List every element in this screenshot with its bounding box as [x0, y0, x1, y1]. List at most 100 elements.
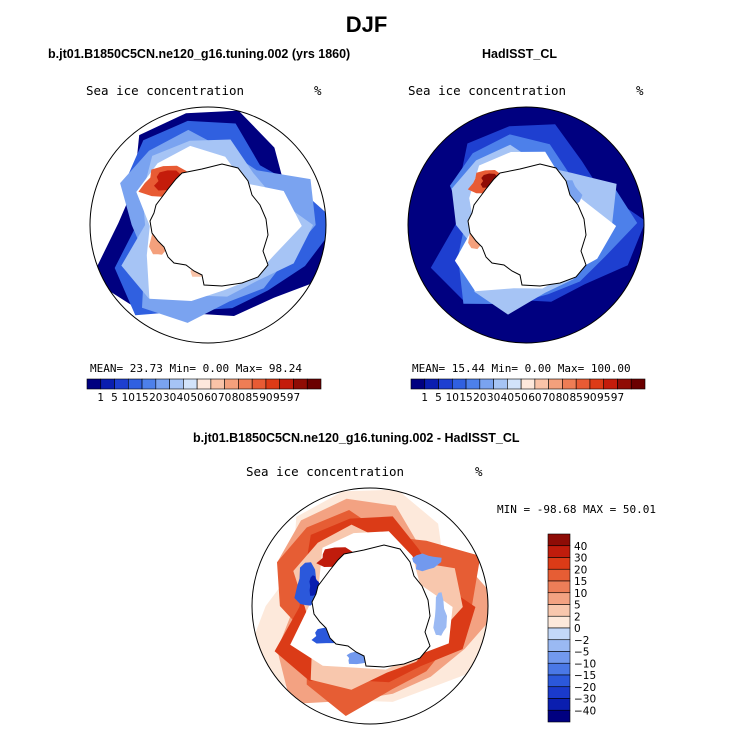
panel3-colorbar-tick-label: 5 [574, 600, 581, 612]
panel3-colorbar-tick-label: −15 [574, 670, 596, 682]
panel1-disc-border [89, 106, 327, 344]
panel2-colorbar-tick-label: 97 [611, 392, 624, 404]
panel3-contour-patch [433, 592, 447, 636]
panel1-colorbar-tick-label: 40 [177, 392, 190, 404]
panel2-colorbar-swatch [575, 378, 591, 390]
panel3-variable-label: Sea ice concentration [246, 464, 405, 479]
panel3-colorbar-tick-label: −10 [574, 658, 596, 670]
panel1-stats: MEAN= 23.73 Min= 0.00 Max= 98.24 [90, 362, 302, 375]
panel3-colorbar-tick-label: −20 [574, 682, 596, 694]
panel3-colorbar-tick-label: 0 [574, 623, 581, 635]
panel3-colorbar-swatch [547, 662, 571, 676]
panel2-colorbar-tick-label: 95 [597, 392, 610, 404]
panel2-colorbar-swatch [548, 378, 563, 390]
panel3-colorbar-swatch [547, 545, 571, 558]
panel3-contour-patch [412, 553, 442, 572]
panel1-colorbar-swatch [86, 378, 102, 390]
panel2-colorbar-tick-label: 60 [528, 392, 541, 404]
panel3-antarctica-outline [311, 544, 431, 668]
panel2-min-value: 0.00 [524, 362, 552, 375]
panel1-colorbar-tick-label: 20 [149, 392, 162, 404]
panel2-colorbar-swatch [630, 378, 646, 390]
panel1-title: b.jt01.B1850C5CN.ne120_g16.tuning.002 (y… [48, 47, 351, 61]
panel1-colorbar-tick-label: 80 [232, 392, 245, 404]
panel3-colorbar-tick-label: −2 [574, 635, 589, 647]
panel3-colorbar-swatch [547, 615, 571, 629]
panel2-mean-label: MEAN= [412, 362, 446, 375]
panel3-colorbar-swatch [547, 604, 571, 617]
panel2-variable-label: Sea ice concentration [408, 83, 567, 98]
panel3-colorbar-tick-label: 10 [574, 588, 587, 600]
panel1-colorbar-tick-label: 60 [204, 392, 217, 404]
panel2-colorbar-swatch [424, 378, 439, 390]
panel3-colorbar-swatch [547, 627, 571, 641]
panel1-colorbar-swatch [238, 378, 253, 390]
panel3-colorbar-tick-label: −5 [574, 647, 589, 659]
panel3-min-value: -98.68 [536, 503, 577, 516]
panel1-colorbar-swatch [141, 378, 157, 390]
panel1-colorbar-tick-label: 10 [122, 392, 135, 404]
panel2-colorbar-tick-label: 10 [446, 392, 459, 404]
panel3-colorbar-swatch [547, 568, 571, 582]
panel1-colorbar-tick-label: 1 [97, 392, 104, 404]
panel3-colorbar-swatch [547, 709, 571, 723]
panel2-colorbar: 1 5 10 15 20 30 40 50 60 70 80 85 90 95 97 [410, 378, 646, 404]
panel1-colorbar-swatch [279, 378, 294, 390]
panel3-colorbar-swatch [547, 533, 571, 547]
panel1-colorbar-swatch [306, 378, 322, 390]
panel3-colorbar-tick-label: 20 [574, 564, 587, 576]
panel2-colorbar-tick-label: 90 [583, 392, 596, 404]
panel3-colorbar-tick-label: 15 [574, 576, 587, 588]
panel1-colorbar-tick-label: 95 [273, 392, 286, 404]
panel2-colorbar-swatch [451, 378, 467, 390]
panel2-colorbar-swatch [562, 378, 577, 390]
panel2-min-label: Min= [491, 362, 519, 375]
panel3-disc-border [251, 487, 489, 725]
panel1-colorbar-tick-label: 85 [245, 392, 258, 404]
panel3-colorbar-tick-label: 40 [574, 541, 587, 553]
panel1-colorbar-swatch [210, 378, 225, 390]
panel3-colorbar-tick-label: 30 [574, 553, 587, 565]
panel3-max-value: 50.01 [622, 503, 656, 516]
panel3-units-label: % [475, 464, 483, 479]
panel2-colorbar-tick-label: 85 [569, 392, 582, 404]
panel2-units-label: % [636, 83, 644, 98]
panel1-colorbar-swatch [251, 378, 267, 390]
panel1-colorbar-swatch [114, 378, 129, 390]
panel3-colorbar-swatch [547, 592, 571, 605]
panel3-colorbar-swatch [547, 686, 571, 699]
panel2-colorbar-tick-label: 30 [487, 392, 500, 404]
panel3-title: b.jt01.B1850C5CN.ne120_g16.tuning.002 - … [193, 431, 520, 445]
panel2-colorbar-tick-label: 80 [556, 392, 569, 404]
panel2-antarctica-outline [467, 163, 587, 287]
panel1-units-label: % [314, 83, 322, 98]
page-title: DJF [345, 12, 388, 37]
panel1-colorbar-tick-label: 97 [287, 392, 300, 404]
panel1-min-label: Min= [169, 362, 197, 375]
panel1-colorbar-swatch [293, 378, 308, 390]
panel2-colorbar-swatch [589, 378, 605, 390]
panel1-colorbar-swatch [100, 378, 115, 390]
panel3-colorbar-tick-label: −30 [574, 694, 596, 706]
panel1-max-label: Max= [235, 362, 263, 375]
panel3-colorbar-swatch [547, 674, 571, 688]
panel1-colorbar-swatch [224, 378, 239, 390]
panel3-map [251, 487, 489, 725]
panel2-max-label: Max= [557, 362, 585, 375]
panel2-colorbar-tick-label: 5 [435, 392, 442, 404]
panel3-colorbar-tick-label: −40 [574, 705, 596, 717]
panel1-colorbar-tick-label: 15 [135, 392, 148, 404]
panel3-colorbar-swatch [547, 557, 571, 570]
panel2-colorbar-swatch [410, 378, 426, 390]
panel2-colorbar-tick-label: 1 [421, 392, 428, 404]
panel1-colorbar-tick-label: 90 [259, 392, 272, 404]
panel2-colorbar-tick-label: 70 [542, 392, 555, 404]
panel3-colorbar-swatch [547, 639, 571, 652]
panel1-max-value: 98.24 [268, 362, 302, 375]
panel2-stats: MEAN= 15.44 Min= 0.00 Max= 100.00 [412, 362, 631, 375]
panel1-colorbar-swatch [127, 378, 143, 390]
panel3-colorbar-swatch [547, 580, 571, 594]
panel3-colorbar-tick-label: 2 [574, 611, 581, 623]
panel2-map [407, 106, 645, 344]
